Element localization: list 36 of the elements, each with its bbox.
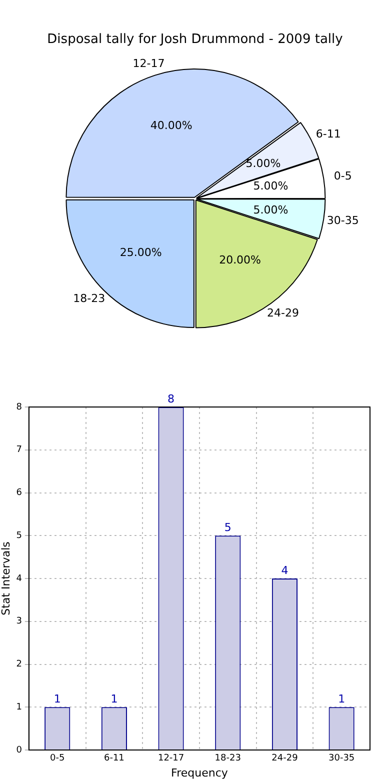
data-label: 40.00% [150,118,192,132]
y-tick-label: 5 [16,530,22,541]
x-tick-label: 12-17 [158,754,184,764]
data-label: 5.00% [253,204,288,217]
data-label: 20.00% [219,254,262,267]
x-axis-title: Frequency [171,766,228,780]
data-label: 25.00% [120,246,162,259]
slice-label: 6-11 [316,127,341,140]
x-tick-label: 30-35 [328,754,355,764]
data-label: 4 [281,564,288,577]
slice-label: 30-35 [326,214,359,227]
chart-title: Disposal tally for Josh Drummond - 2009 tally [47,32,344,48]
data-label: 5.00% [253,180,288,193]
slice-label: 0-5 [334,169,352,182]
y-tick-label: 8 [16,402,22,412]
x-tick-label: 24-29 [272,754,298,764]
y-tick-label: 0 [16,745,22,756]
data-label: 1 [338,692,346,706]
data-label: 5.00% [246,156,281,170]
y-tick-label: 1 [16,702,22,712]
slice-label: 24-29 [267,306,299,320]
y-tick-label: 2 [16,660,22,670]
data-label: 5 [224,520,232,534]
slice-label: 12-17 [132,56,165,70]
y-tick-label: 3 [16,616,22,627]
data-label: 1 [54,692,61,706]
y-axis-title: Stat Intervals [0,541,12,616]
slice-label: 18-23 [73,292,106,305]
data-label: 1 [110,692,118,706]
x-tick-label: 18-23 [214,754,241,764]
x-tick-label: 6-11 [104,754,124,764]
data-label: 8 [168,392,175,406]
y-tick-label: 6 [16,488,22,498]
y-tick-label: 4 [16,574,22,584]
x-tick-label: 0-5 [50,754,65,764]
y-tick-label: 7 [16,445,22,456]
